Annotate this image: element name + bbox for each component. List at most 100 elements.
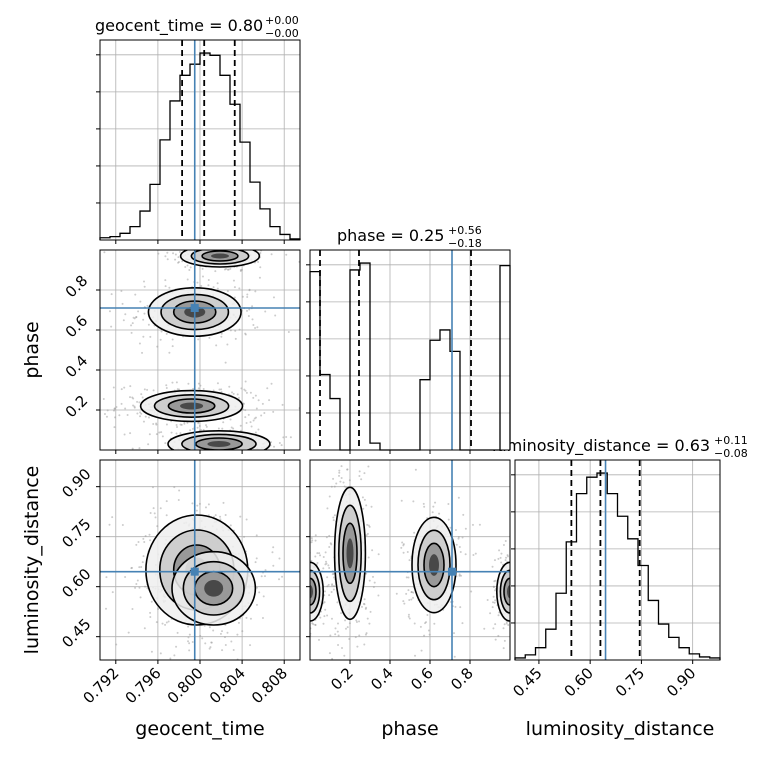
sample-point [426,613,429,616]
sample-point [318,552,321,555]
sample-point [166,258,169,261]
xlabel-phase: phase [381,718,438,740]
sample-point [281,575,284,578]
sample-point [502,647,505,650]
sample-point [216,282,219,285]
sample-point [219,515,222,518]
sample-point [113,426,116,429]
sample-point [177,260,180,263]
sample-point [255,534,258,537]
sample-point [202,429,205,432]
sample-point [144,415,147,418]
sample-point [402,600,405,603]
sample-point [343,654,346,657]
sample-point [314,534,317,537]
sample-point [207,278,210,281]
sample-point [204,642,207,645]
density-contour [201,250,239,262]
sample-point [499,556,502,559]
sample-point [494,589,497,592]
sample-point [368,579,371,582]
sample-point [367,465,370,468]
title-geocent-time-plus: +0.00 [265,14,299,27]
sample-point [126,414,129,417]
xlabel-geocent-time: geocent_time [135,718,264,740]
sample-point [270,253,273,256]
sample-point [220,335,223,338]
sample-point [254,290,257,293]
sample-point [366,617,369,620]
sample-point [229,329,232,332]
sample-point [144,585,147,588]
sample-point [355,619,358,622]
sample-point [348,638,351,641]
sample-point [449,526,452,529]
sample-point [151,486,154,489]
sample-point [245,518,248,521]
sample-point [346,468,349,471]
sample-point [146,304,149,307]
sample-point [209,646,212,649]
sample-point [412,500,415,503]
sample-point [226,343,229,346]
sample-point [405,592,408,595]
sample-point [196,281,199,284]
sample-point [461,536,464,539]
sample-point [360,605,363,608]
sample-point [196,426,199,429]
sample-point [199,384,202,387]
sample-point [200,285,203,288]
sample-point [142,280,145,283]
sample-point [234,329,237,332]
sample-point [343,485,346,488]
sample-point [266,387,269,390]
sample-point [149,539,152,542]
sample-point [338,469,341,472]
sample-point [237,621,240,624]
sample-point [337,634,340,637]
sample-point [328,495,331,498]
sample-point [105,607,108,610]
sample-point [403,602,406,605]
sample-point [232,279,235,282]
sample-point [323,615,326,618]
sample-point [138,586,141,589]
sample-point [200,429,203,432]
sample-point [179,432,182,435]
sample-point [272,296,275,299]
density-fill [207,441,231,447]
sample-point [152,422,155,425]
sample-point [258,591,261,594]
sample-point [310,541,313,544]
panel-content [100,460,300,660]
sample-point [255,603,258,606]
sample-point [366,532,369,535]
title-luminosity-distance-plus: +0.11 [714,434,748,447]
sample-point [500,552,503,555]
sample-point [168,351,171,354]
sample-point [132,404,135,407]
sample-point [233,286,236,289]
sample-point [425,621,428,624]
sample-point [249,391,252,394]
sample-point [212,389,215,392]
sample-point [156,345,159,348]
sample-point [458,545,461,548]
sample-point [330,591,333,594]
sample-point [135,316,138,319]
sample-point [165,423,168,426]
sample-point [402,543,405,546]
sample-point [360,478,363,481]
sample-point [401,541,404,544]
sample-point [149,335,152,338]
sample-point [280,444,283,447]
sample-point [105,576,108,579]
sample-point [497,557,500,560]
sample-point [427,629,430,632]
sample-point [251,305,254,308]
sample-point [326,585,329,588]
sample-point [159,507,162,510]
sample-point [132,397,135,400]
sample-point [139,596,142,599]
sample-point [188,649,191,652]
